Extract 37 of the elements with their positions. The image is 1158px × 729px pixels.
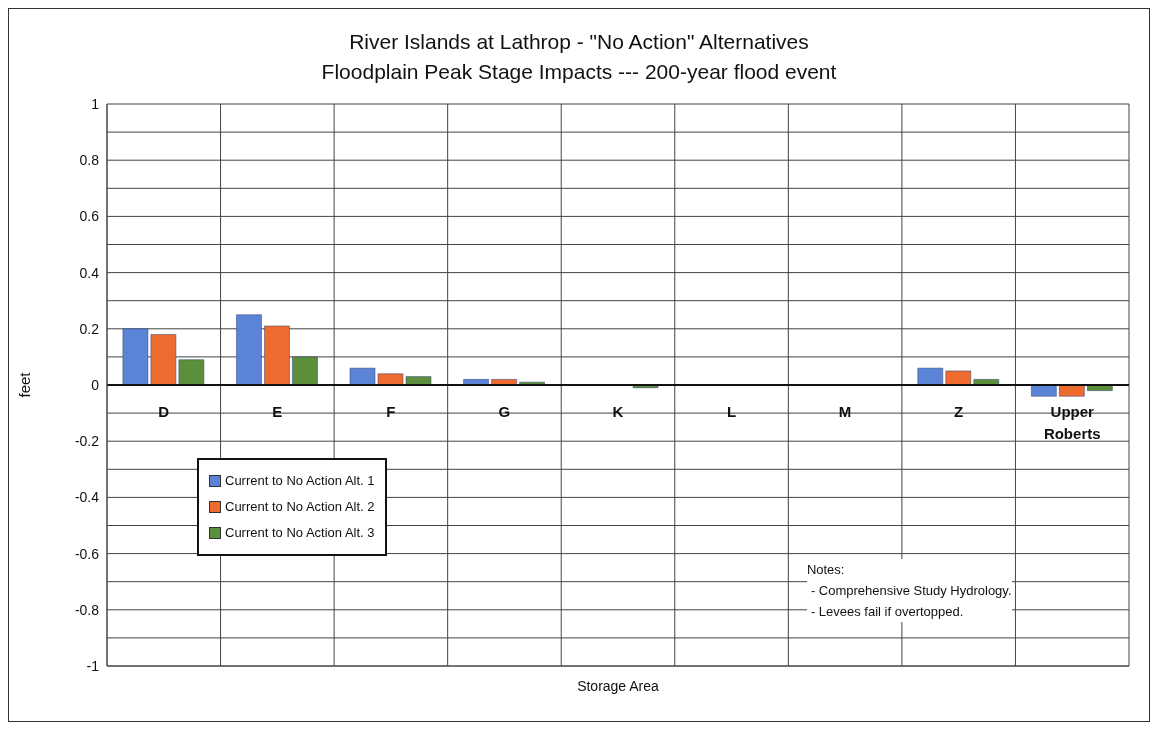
y-tick-label: 0.4 <box>79 264 100 281</box>
bar <box>1031 384 1057 397</box>
chart-subtitle: Floodplain Peak Stage Impacts --- 200-year flood event <box>320 59 838 85</box>
annotation: Notes: <box>806 561 846 580</box>
y-axis-title: feet <box>16 371 34 398</box>
y-tick-label: 1 <box>91 95 100 112</box>
chart-title: River Islands at Lathrop - "No Action" Alternatives <box>348 29 810 55</box>
bar <box>292 356 318 386</box>
bar <box>1059 384 1085 397</box>
x-tick-label: K <box>612 403 624 420</box>
bar <box>236 314 262 386</box>
y-tick-label: -0.6 <box>74 545 100 562</box>
annotation: - Comprehensive Study Hydrology. <box>809 582 1012 601</box>
y-tick-label: -1 <box>86 657 100 674</box>
x-tick-label: Upper Roberts <box>1043 403 1101 442</box>
y-tick-label: -0.2 <box>74 433 100 450</box>
x-tick-label: L <box>726 403 737 420</box>
legend-label: Current to No Action Alt. 1 <box>224 472 375 491</box>
bar <box>264 325 290 386</box>
x-tick-label: M <box>838 403 852 420</box>
bar <box>945 370 972 386</box>
y-tick-label: 0.2 <box>79 320 100 337</box>
legend-label: Current to No Action Alt. 3 <box>224 524 375 543</box>
x-tick-label: E <box>272 403 283 420</box>
x-tick-label: G <box>498 403 511 420</box>
y-tick-label: 0.6 <box>79 208 100 225</box>
x-tick-label: D <box>158 403 170 420</box>
bar <box>917 367 944 386</box>
y-tick-label: 0 <box>91 376 100 393</box>
x-tick-label: F <box>386 403 396 420</box>
x-tick-label: Z <box>954 403 964 420</box>
annotation: - Levees fail if overtopped. <box>809 603 965 622</box>
x-axis-title: Storage Area <box>576 678 660 694</box>
y-tick-label: 0.8 <box>79 152 100 169</box>
y-tick-label: -0.4 <box>74 489 100 506</box>
legend-label: Current to No Action Alt. 2 <box>224 498 375 517</box>
y-tick-label: -0.8 <box>74 601 100 618</box>
